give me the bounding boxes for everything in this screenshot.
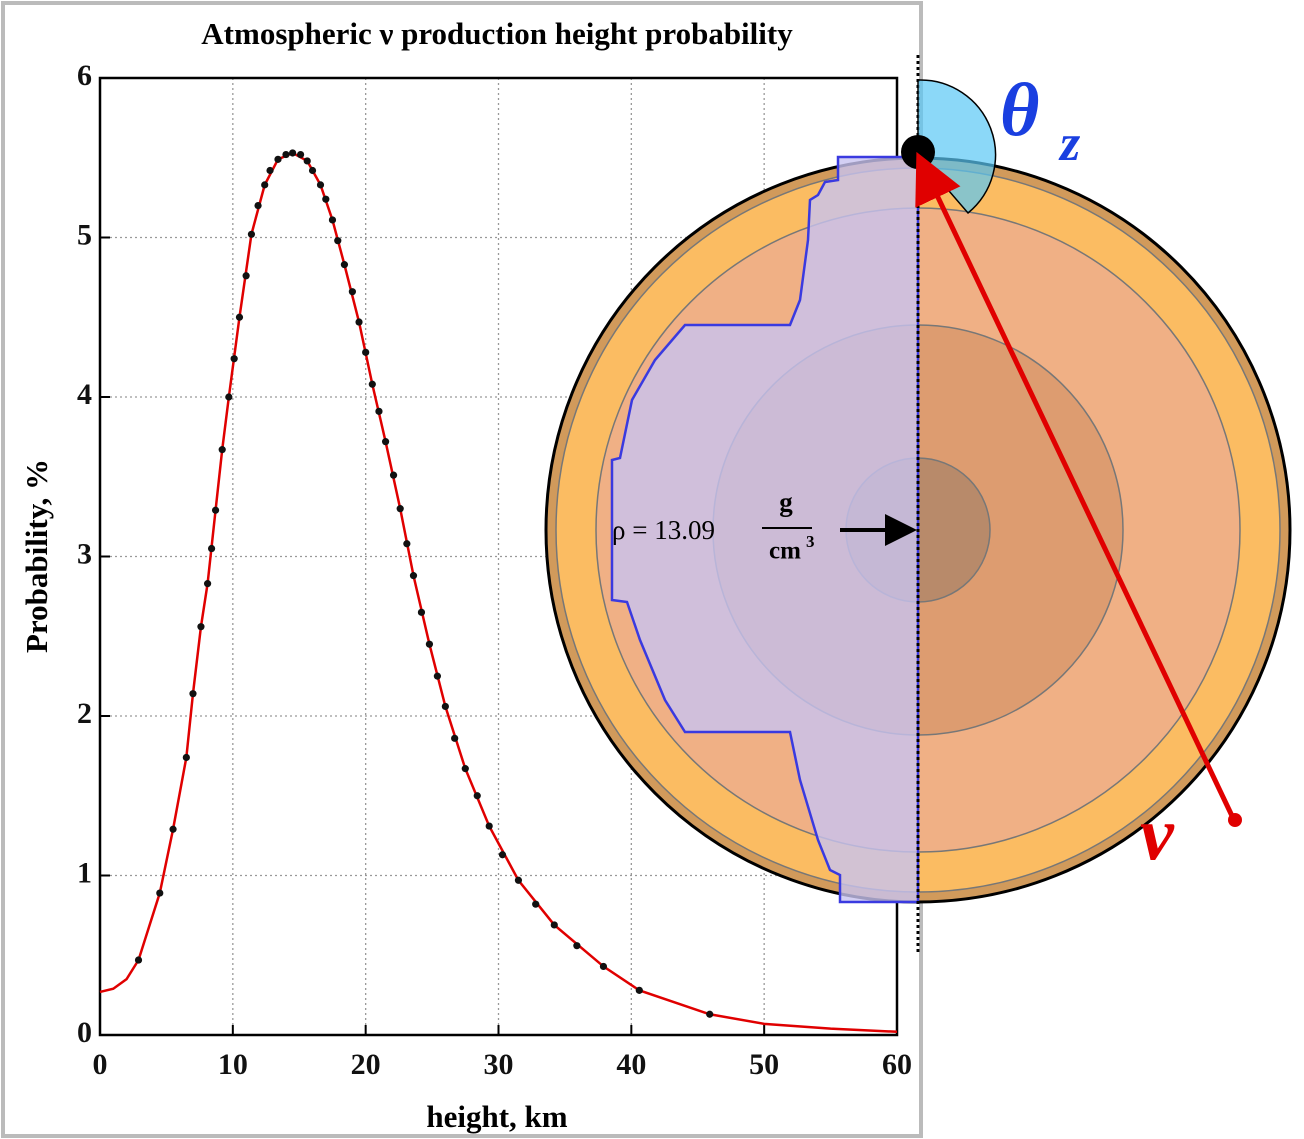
data-point — [236, 314, 243, 321]
figure: Atmospheric ν production height probabil… — [0, 0, 1304, 1139]
data-point — [551, 921, 558, 928]
data-point — [382, 438, 389, 445]
data-point — [289, 149, 296, 156]
observer-point — [901, 135, 935, 169]
angle-subscript: z — [1058, 115, 1081, 172]
density-exponent: 3 — [806, 532, 815, 551]
data-point — [474, 792, 481, 799]
data-point — [573, 942, 580, 949]
data-point — [532, 901, 539, 908]
data-point — [243, 272, 250, 279]
data-point — [426, 641, 433, 648]
y-tick-label: 2 — [77, 697, 92, 730]
y-tick-label: 1 — [77, 856, 92, 889]
data-point — [341, 261, 348, 268]
data-point — [189, 690, 196, 697]
data-point — [266, 167, 273, 174]
data-point — [434, 673, 441, 680]
data-point — [499, 851, 506, 858]
y-axis-label: Probability, % — [19, 459, 54, 653]
data-point — [304, 157, 311, 164]
page: {"chart_data": {"type": "line", "title":… — [0, 0, 1304, 1139]
data-point — [706, 1011, 713, 1018]
data-point — [204, 580, 211, 587]
angle-symbol: θ — [1000, 68, 1039, 152]
x-tick-label: 0 — [93, 1048, 108, 1081]
chart-title: Atmospheric ν production height probabil… — [201, 16, 793, 51]
data-point — [334, 237, 341, 244]
data-point — [397, 505, 404, 512]
data-point — [410, 572, 417, 579]
x-tick-label: 30 — [484, 1048, 514, 1081]
data-point — [322, 196, 329, 203]
data-point — [375, 408, 382, 415]
data-point — [156, 889, 163, 896]
data-point — [600, 963, 607, 970]
x-tick-label: 20 — [351, 1048, 381, 1081]
data-point — [515, 877, 522, 884]
data-point — [135, 956, 142, 963]
density-numerator: g — [779, 487, 793, 517]
data-point — [451, 735, 458, 742]
data-point — [248, 231, 255, 238]
data-point — [183, 754, 190, 761]
data-point — [225, 393, 232, 400]
data-point — [349, 288, 356, 295]
x-tick-label: 10 — [218, 1048, 248, 1081]
data-point — [362, 349, 369, 356]
data-point — [219, 446, 226, 453]
data-point — [231, 355, 238, 362]
y-tick-label: 6 — [77, 59, 92, 92]
data-point — [486, 822, 493, 829]
data-point — [442, 703, 449, 710]
data-point — [261, 181, 268, 188]
x-axis-label: height, km — [426, 1099, 567, 1134]
data-point — [403, 540, 410, 547]
data-point — [208, 545, 215, 552]
x-tick-label: 50 — [749, 1048, 779, 1081]
data-point — [636, 987, 643, 994]
neutrino-origin — [1228, 813, 1242, 827]
data-point — [369, 381, 376, 388]
data-point — [197, 623, 204, 630]
data-point — [418, 609, 425, 616]
data-point — [282, 151, 289, 158]
data-point — [355, 318, 362, 325]
y-tick-label: 5 — [77, 218, 92, 251]
data-point — [297, 151, 304, 158]
data-point — [309, 167, 316, 174]
y-tick-label: 0 — [77, 1016, 92, 1049]
density-denominator: cm — [769, 538, 801, 565]
x-tick-label: 60 — [882, 1048, 912, 1081]
data-point — [274, 156, 281, 163]
density-lhs: ρ = 13.09 — [612, 515, 715, 545]
neutrino-label: ν — [1140, 792, 1175, 876]
x-tick-label: 40 — [616, 1048, 646, 1081]
data-point — [329, 216, 336, 223]
data-point — [390, 472, 397, 479]
y-tick-label: 3 — [77, 537, 92, 570]
data-point — [254, 202, 261, 209]
y-tick-label: 4 — [77, 378, 92, 411]
data-point — [317, 181, 324, 188]
data-point — [462, 765, 469, 772]
data-point — [212, 507, 219, 514]
data-point — [169, 826, 176, 833]
